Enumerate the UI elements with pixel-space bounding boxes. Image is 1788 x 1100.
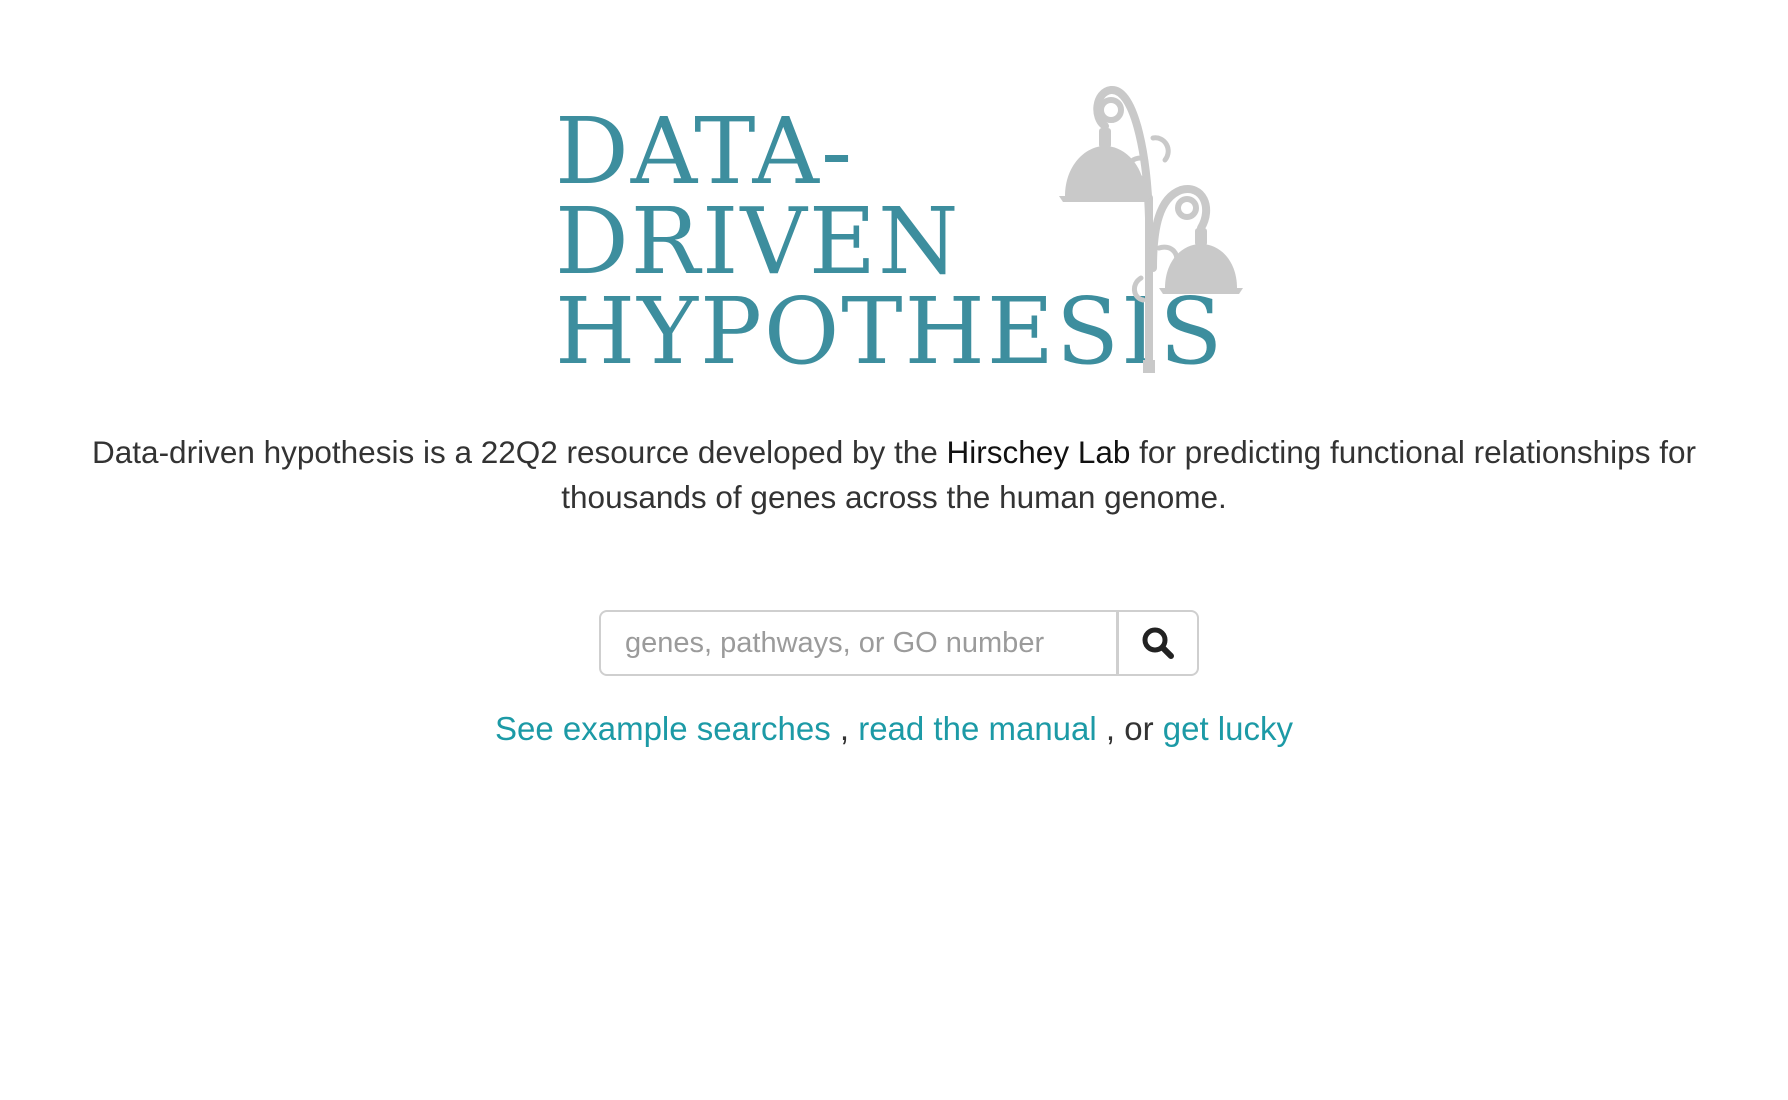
links-separator-2: , or xyxy=(1096,710,1163,747)
example-searches-link[interactable]: See example searches xyxy=(495,710,831,747)
intro-text-lead: Data-driven hypothesis is a 22Q2 resourc… xyxy=(92,434,938,470)
links-separator-1: , xyxy=(830,710,859,747)
intro-text: Data-driven hypothesis is a 22Q2 resourc… xyxy=(40,430,1748,520)
search-icon xyxy=(1142,627,1174,659)
site-logo: DATA- DRIVEN HYPOTHESIS xyxy=(555,78,1255,378)
street-lamp-icon xyxy=(1059,86,1243,373)
read-manual-link[interactable]: read the manual xyxy=(858,710,1097,747)
search-form xyxy=(599,610,1199,676)
hirschey-lab-link[interactable]: Hirschey Lab xyxy=(946,434,1131,470)
logo-title-line-1: DATA- xyxy=(555,98,855,205)
help-links: See example searches , read the manual ,… xyxy=(40,703,1748,755)
logo-title-line-3: HYPOTHESIS xyxy=(555,278,1225,385)
search-button[interactable] xyxy=(1119,610,1199,676)
get-lucky-link[interactable]: get lucky xyxy=(1162,710,1293,747)
logo-title-line-2: DRIVEN xyxy=(555,188,961,295)
search-input[interactable] xyxy=(599,610,1119,676)
intro-text-tail: for predicting functional relationships … xyxy=(561,434,1696,515)
